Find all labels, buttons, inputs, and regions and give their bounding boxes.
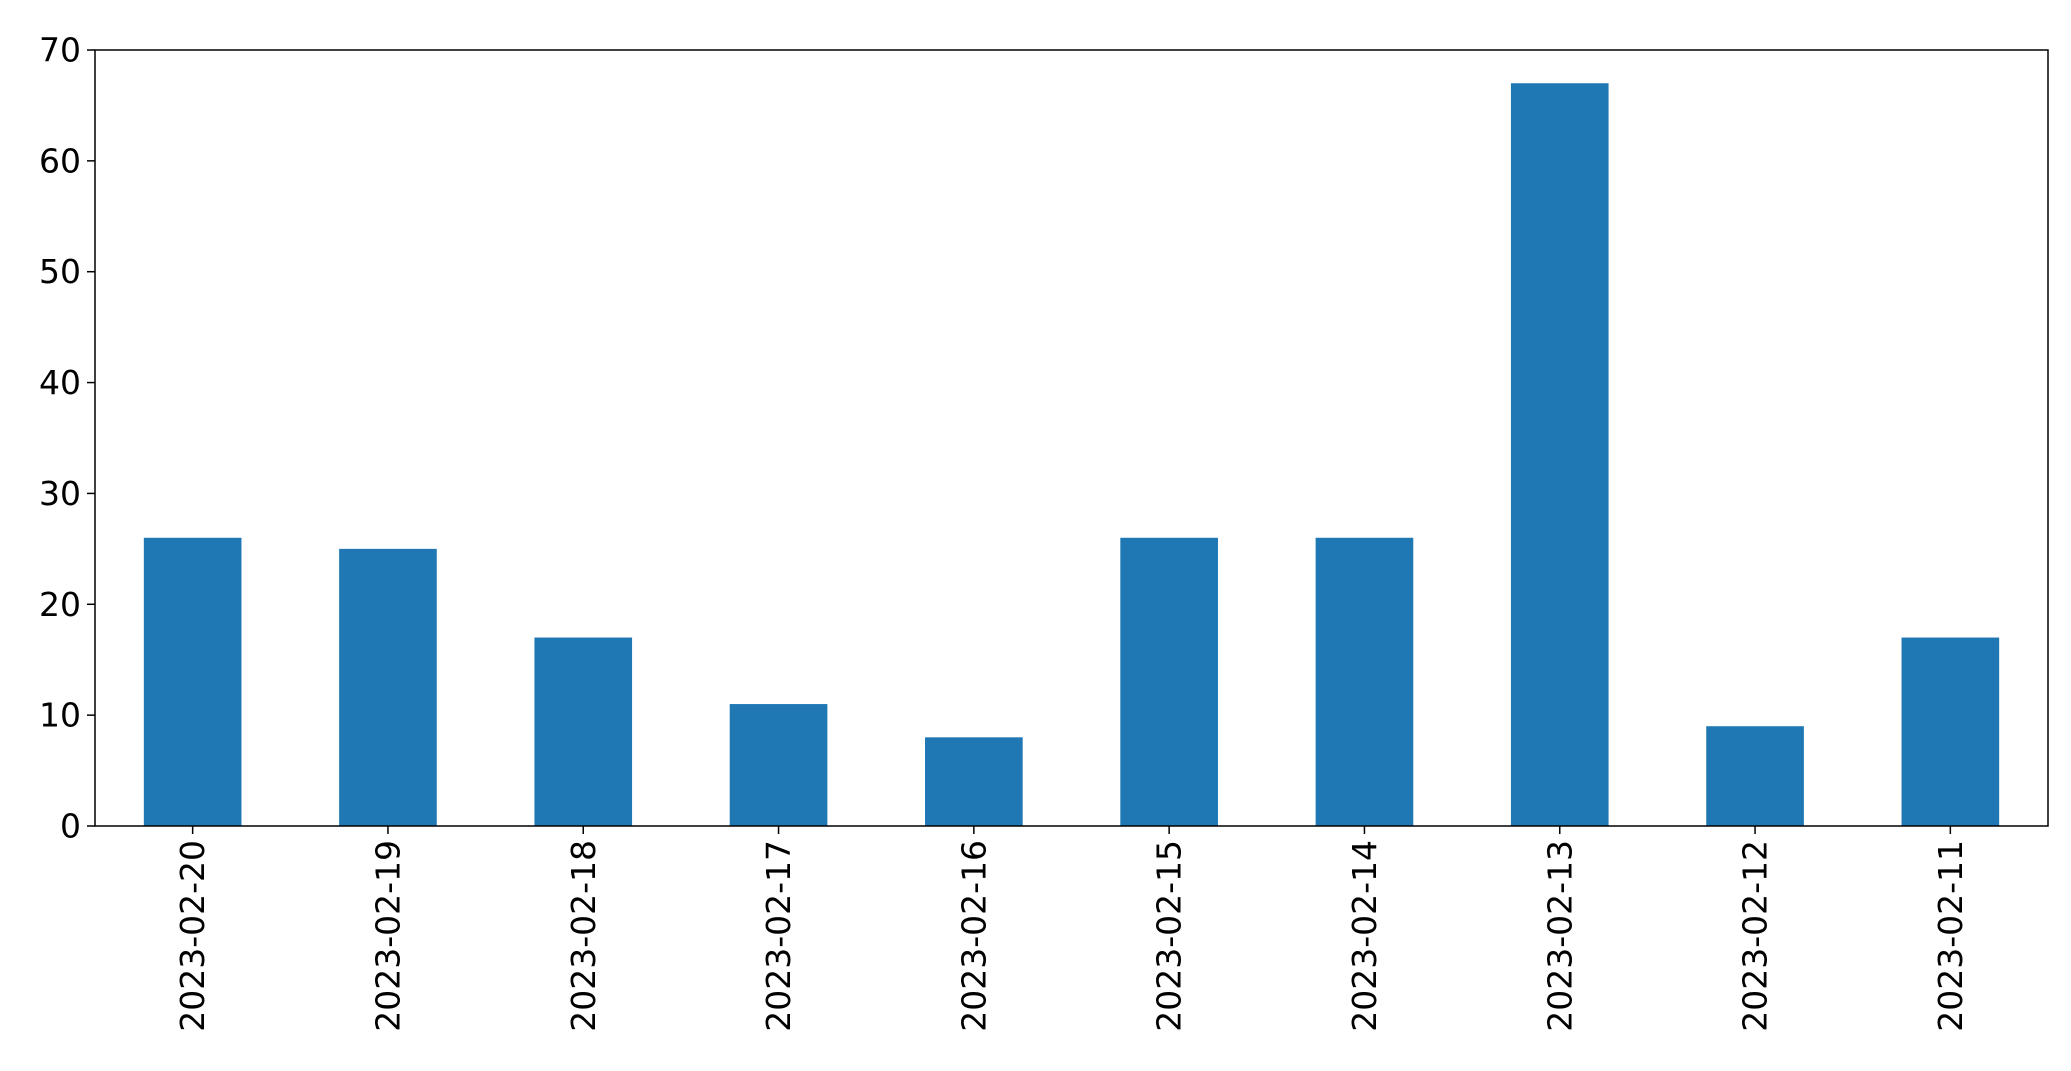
bar-2023-02-20 [143,537,242,826]
x-tick-label: 2023-02-15 [1150,840,1189,1032]
y-tick-label: 30 [39,474,81,513]
bar-2023-02-19 [339,548,437,826]
y-tick-label: 60 [39,141,81,180]
y-tick-label: 50 [39,252,81,291]
bar-2023-02-11 [1901,637,2000,826]
y-tick-label: 0 [60,807,81,846]
x-tick-label: 2023-02-13 [1540,840,1579,1032]
x-tick-label: 2023-02-17 [759,840,798,1032]
bar-2023-02-17 [729,704,828,826]
bar-2023-02-13 [1510,83,1609,826]
plot-frame [94,49,2049,827]
y-tick-label: 70 [39,31,81,70]
x-tick-label: 2023-02-11 [1931,840,1970,1032]
y-tick-label: 20 [39,585,81,624]
y-axis: 0 10 20 30 40 50 60 70 [39,31,95,846]
bar-2023-02-18 [534,637,633,826]
bars-group [143,83,2000,826]
bar-2023-02-15 [1120,537,1218,826]
x-tick-label: 2023-02-16 [954,840,993,1032]
x-axis: 2023-02-20 2023-02-19 2023-02-18 2023-02-17… [173,826,1970,1032]
bar-2023-02-12 [1706,726,1804,826]
bar-2023-02-16 [925,737,1023,826]
x-tick-label: 2023-02-19 [368,840,407,1032]
x-tick-label: 2023-02-18 [564,840,603,1032]
x-tick-label: 2023-02-12 [1736,840,1775,1032]
x-tick-label: 2023-02-14 [1345,840,1384,1032]
x-tick-label: 2023-02-20 [173,840,212,1032]
y-tick-label: 10 [39,696,81,735]
bar-2023-02-14 [1315,537,1414,826]
y-tick-label: 40 [39,363,81,402]
